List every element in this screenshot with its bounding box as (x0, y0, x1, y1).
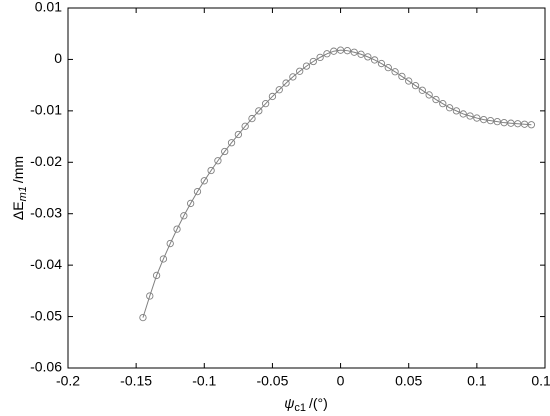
y-tick-label: -0.05 (30, 307, 62, 323)
x-title-main: ψ (284, 395, 294, 411)
data-point (452, 107, 461, 115)
data-point (323, 50, 331, 58)
data-point (289, 73, 297, 81)
y-tick-label: -0.06 (30, 359, 62, 375)
data-point (500, 119, 508, 127)
data-point (391, 68, 399, 76)
y-tick-label: 0.01 (35, 0, 62, 15)
y-tick-label: -0.02 (30, 153, 62, 169)
data-point (261, 100, 270, 108)
data-point (418, 86, 426, 94)
data-point (336, 46, 345, 54)
y-tick-label: -0.01 (30, 102, 62, 118)
data-point (316, 53, 324, 62)
data-point (480, 115, 488, 124)
x-tick-label: 0 (337, 373, 345, 389)
data-point (296, 67, 304, 75)
data-point (357, 50, 365, 58)
data-point (432, 95, 440, 104)
data-point (384, 64, 392, 72)
data-point (207, 166, 215, 175)
data-point (180, 212, 188, 220)
data-point (527, 121, 536, 129)
plot-frame (67, 7, 546, 369)
data-point (275, 86, 283, 94)
data-point (282, 79, 290, 87)
data-point (493, 118, 501, 126)
data-point (227, 139, 236, 147)
data-point (166, 239, 174, 248)
data-point (173, 225, 181, 233)
data-point (398, 72, 406, 81)
x-tick-label: 0.1 (467, 373, 487, 389)
data-point (439, 100, 447, 108)
x-tick-label: -0.2 (56, 373, 80, 389)
data-point (248, 114, 256, 123)
y-title-unit: /mm (10, 156, 26, 183)
data-point (221, 147, 229, 156)
data-point (309, 57, 317, 66)
data-point (520, 120, 529, 128)
data-point (193, 187, 202, 196)
data-point (146, 292, 154, 300)
x-title-unit: /(°) (309, 395, 328, 411)
data-point (473, 114, 481, 122)
data-point (514, 120, 522, 128)
data-point (486, 116, 495, 125)
data-point (343, 47, 352, 55)
data-point (425, 91, 433, 99)
data-point (241, 122, 249, 130)
x-title-sub: c1 (294, 402, 306, 414)
data-point (268, 92, 277, 101)
data-point (364, 53, 372, 61)
data-point (405, 77, 413, 85)
data-point (152, 271, 161, 280)
data-point (370, 56, 379, 64)
data-point (234, 130, 243, 139)
y-title-sub: m1 (17, 186, 29, 201)
data-point (255, 107, 263, 115)
y-tick-label: 0 (54, 50, 62, 66)
data-point (214, 157, 222, 165)
data-point (139, 313, 147, 322)
data-point (200, 177, 208, 185)
data-point (411, 82, 420, 90)
data-point (377, 59, 386, 68)
x-tick-label: -0.1 (192, 373, 216, 389)
y-title-main: ΔE (10, 201, 26, 220)
data-point (507, 119, 515, 127)
y-tick-label: -0.03 (30, 204, 62, 220)
data-point (330, 47, 338, 55)
data-point (445, 104, 454, 112)
data-point (350, 48, 358, 56)
data-point (159, 255, 168, 263)
x-tick-label: 0.15 (531, 373, 550, 389)
x-tick-label: -0.05 (256, 373, 288, 389)
y-tick-label: -0.04 (30, 256, 62, 272)
data-line (142, 49, 532, 318)
data-point (302, 62, 311, 70)
data-point (466, 112, 474, 120)
data-point (459, 110, 467, 118)
x-tick-label: -0.15 (120, 373, 152, 389)
y-axis-title: ΔEm1/mm (10, 156, 29, 220)
x-axis-title: ψc1/(°) (284, 395, 328, 414)
x-tick-label: 0.05 (395, 373, 422, 389)
data-point (187, 199, 195, 208)
